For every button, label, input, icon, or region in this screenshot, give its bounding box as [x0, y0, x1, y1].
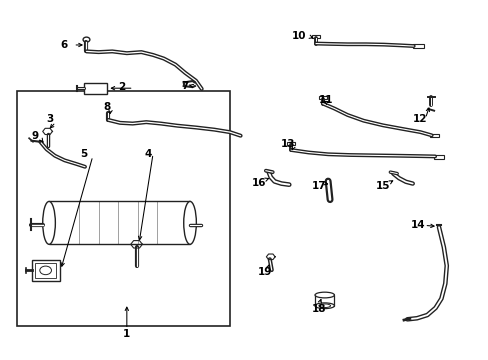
Bar — [314, 295, 334, 306]
Ellipse shape — [314, 303, 334, 309]
Bar — [311, 35, 319, 38]
Text: 17: 17 — [311, 181, 326, 192]
Bar — [49, 202, 190, 244]
Text: 18: 18 — [311, 303, 326, 314]
Bar — [412, 44, 423, 48]
Text: 2: 2 — [118, 82, 125, 92]
Bar — [287, 142, 294, 145]
Text: 15: 15 — [376, 181, 390, 191]
Text: 11: 11 — [318, 95, 333, 105]
Bar — [318, 96, 326, 99]
Bar — [429, 134, 439, 138]
Text: 19: 19 — [257, 267, 271, 277]
Text: 10: 10 — [291, 31, 305, 41]
Ellipse shape — [314, 292, 334, 298]
Text: 9: 9 — [32, 131, 39, 141]
Ellipse shape — [183, 202, 196, 244]
Text: 4: 4 — [144, 149, 152, 159]
Text: 6: 6 — [60, 40, 67, 50]
Ellipse shape — [318, 304, 330, 307]
Text: 7: 7 — [181, 81, 188, 91]
Bar — [84, 83, 107, 94]
Ellipse shape — [42, 202, 55, 244]
Text: 16: 16 — [251, 178, 266, 188]
Text: 5: 5 — [80, 149, 87, 159]
Text: 8: 8 — [103, 102, 111, 112]
Text: 13: 13 — [281, 139, 295, 149]
Text: 1: 1 — [123, 329, 130, 339]
Bar — [35, 263, 56, 278]
Text: 12: 12 — [412, 113, 427, 123]
Bar — [433, 155, 443, 158]
Text: 3: 3 — [46, 114, 54, 124]
Text: 14: 14 — [410, 220, 425, 230]
Bar — [31, 260, 60, 281]
Bar — [17, 91, 229, 327]
